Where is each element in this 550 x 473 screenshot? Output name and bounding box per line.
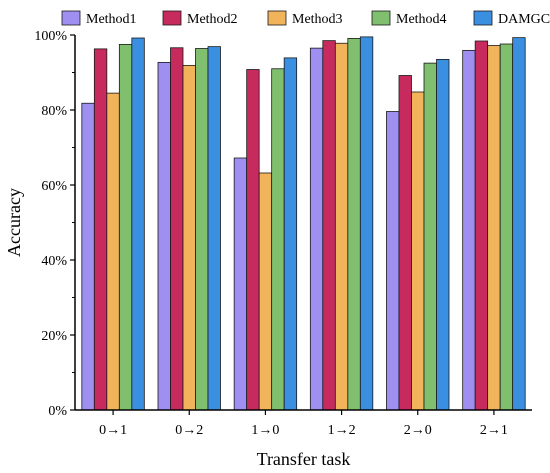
- x-tick-label: 0→2: [175, 423, 203, 438]
- legend-label-method1: Method1: [86, 12, 137, 27]
- legend-label-damgcn: DAMGCN: [498, 12, 550, 27]
- bar-method3-5: [411, 91, 425, 411]
- bar-method4-6: [499, 43, 514, 411]
- bar-damgcn-5: [436, 58, 450, 411]
- x-tick-label: 1→2: [328, 423, 356, 438]
- bar-method2-6: [474, 40, 489, 411]
- bar-method4-2: [195, 48, 209, 411]
- bar-method1-3: [233, 157, 248, 411]
- bars: [81, 36, 526, 411]
- y-tick-label: 0%: [48, 404, 67, 419]
- bar-method2-4: [322, 40, 336, 411]
- bar-method4-3: [271, 68, 285, 411]
- bar-method3-2: [182, 64, 196, 411]
- bar-method3-1: [106, 92, 120, 411]
- x-axis-title: Transfer task: [257, 449, 351, 469]
- legend-label-method3: Method3: [292, 12, 343, 27]
- x-tick-label: 2→1: [480, 423, 508, 438]
- bar-method4-1: [118, 43, 133, 411]
- legend-swatch-damgcn: [473, 10, 493, 26]
- bar-method3-3: [258, 172, 273, 411]
- bar-damgcn-6: [512, 37, 526, 411]
- bar-damgcn-1: [131, 37, 145, 411]
- bar-damgcn-4: [359, 36, 374, 411]
- legend: Method1 Method2 Method3 Method4 DAMGCN: [61, 10, 550, 27]
- axes: 0% 20% 40% 60% 80% 100% 0→1 0→2 1→0 1→2 2→0 2→1: [34, 29, 532, 438]
- bar-method1-6: [462, 49, 476, 411]
- legend-swatch-method3: [267, 10, 287, 26]
- y-tick-label: 80%: [41, 104, 67, 119]
- x-tick-label: 2→0: [404, 423, 432, 438]
- bar-damgcn-2: [207, 46, 221, 411]
- legend-swatch-method4: [371, 10, 391, 26]
- bar-method1-4: [309, 47, 324, 411]
- bar-method1-5: [386, 111, 400, 411]
- bar-method4-5: [423, 62, 437, 411]
- y-tick-label: 100%: [34, 29, 67, 44]
- x-tick-label: 0→1: [99, 423, 127, 438]
- y-tick-label: 40%: [41, 254, 67, 269]
- bar-method2-3: [246, 69, 260, 411]
- bar-method4-4: [347, 37, 361, 411]
- legend-label-method2: Method2: [187, 12, 238, 27]
- legend-swatch-method1: [61, 10, 81, 26]
- bar-method2-5: [398, 75, 412, 411]
- bar-method3-4: [334, 42, 349, 411]
- legend-swatch-method2: [162, 10, 182, 26]
- legend-label-method4: Method4: [396, 12, 447, 27]
- bar-damgcn-3: [283, 57, 298, 411]
- bar-method1-2: [157, 61, 171, 411]
- bar-method1-1: [81, 102, 95, 411]
- y-tick-label: 20%: [41, 329, 67, 344]
- y-tick-label: 60%: [41, 179, 67, 194]
- x-tick-label: 1→0: [251, 423, 279, 438]
- y-axis-title: Accuracy: [4, 188, 24, 257]
- bar-method2-2: [170, 47, 184, 411]
- bar-method2-1: [93, 48, 108, 411]
- bar-method3-6: [487, 45, 501, 411]
